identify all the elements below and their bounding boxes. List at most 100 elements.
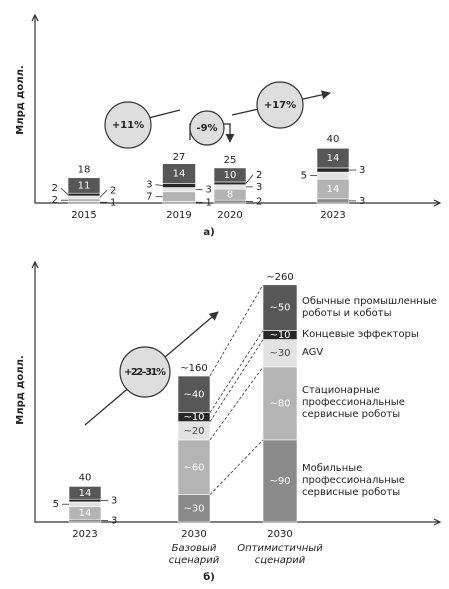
- bar-segment: [262, 366, 298, 441]
- bar-segment: [67, 177, 101, 194]
- bar-segment: [262, 439, 298, 523]
- value-label: ~30: [269, 348, 290, 359]
- bar-segment: [67, 192, 101, 197]
- total-label: 18: [78, 165, 91, 176]
- bar-segment: [177, 375, 211, 413]
- bar-segment: [213, 184, 247, 190]
- bar-segment: [68, 501, 102, 507]
- value-label: 1: [206, 197, 212, 208]
- leader-line: [155, 184, 163, 186]
- legend-label: AGV: [302, 347, 324, 359]
- x-tick-label: 2015: [71, 210, 96, 221]
- legend-label: Стационарные профессиональные сервисные …: [302, 385, 405, 421]
- value-label: ~10: [183, 412, 204, 423]
- y-axis-label: Млрд долл.: [15, 65, 26, 134]
- bar-segment: [68, 498, 102, 503]
- growth-label: -9%: [196, 123, 217, 134]
- bar-segment: [68, 518, 102, 523]
- bar-segment: [162, 187, 196, 193]
- value-label: 2: [256, 197, 262, 208]
- x-tick-label: 2023: [320, 210, 345, 221]
- value-label: 3: [256, 182, 262, 193]
- bar-segment: [67, 198, 101, 202]
- value-label: ~90: [269, 476, 290, 487]
- axis-arrow: [31, 260, 39, 269]
- value-label: 3: [206, 185, 212, 196]
- axis: [34, 15, 440, 204]
- value-label: 11: [78, 180, 91, 191]
- value-label: 3: [359, 165, 365, 176]
- legend-label: Обычные промышленные роботы и коботы: [302, 295, 437, 319]
- axis: [34, 262, 440, 523]
- bar-segment: [316, 147, 350, 169]
- x-axis-label: а): [203, 227, 214, 238]
- growth-circle: [104, 101, 152, 149]
- bar-segment: [316, 167, 350, 173]
- axis-arrow: [433, 518, 442, 526]
- value-label: 8: [227, 190, 233, 201]
- bar-segment: [213, 199, 247, 204]
- axis-arrow: [31, 13, 39, 22]
- bar-segment: [67, 195, 101, 200]
- x-tick-label: 2020: [217, 210, 242, 221]
- value-label: 2: [110, 185, 116, 196]
- growth-circle: [119, 346, 171, 398]
- x-tick-label: 2023: [72, 529, 97, 540]
- value-label: 3: [111, 516, 117, 527]
- value-label: 14: [79, 488, 92, 499]
- leader-line: [245, 174, 254, 184]
- x-tick-label: 2030: [267, 529, 292, 540]
- growth-label: +22–31%: [124, 367, 166, 378]
- x-tick-label: 2030: [181, 529, 206, 540]
- value-label: ~40: [183, 389, 204, 400]
- value-label: 1: [110, 197, 116, 208]
- growth-label: +11%: [112, 120, 144, 131]
- y-axis-label: Млрд долл.: [15, 355, 26, 424]
- x-sub-label: Базовый сценарий: [168, 543, 220, 566]
- total-label: ~160: [180, 363, 207, 374]
- bar-segment: [213, 167, 247, 183]
- x-tick-label: 2019: [166, 210, 191, 221]
- total-label: 25: [224, 155, 237, 166]
- value-label: 3: [111, 496, 117, 507]
- bar-segment: [68, 486, 102, 500]
- value-label: 3: [359, 196, 365, 207]
- value-label: 5: [301, 171, 307, 182]
- value-label: 14: [327, 184, 340, 195]
- growth-label: +17%: [264, 100, 296, 111]
- value-label: 14: [173, 169, 186, 180]
- growth-circle: [189, 110, 225, 146]
- bar-segment: [316, 198, 350, 204]
- value-label: 2: [52, 183, 58, 194]
- bar-segment: [316, 171, 350, 180]
- bar-segment: [177, 494, 211, 523]
- total-label: 27: [173, 152, 186, 163]
- bar-segment: [177, 439, 211, 495]
- value-label: 5: [53, 499, 59, 510]
- axis-arrow: [433, 199, 442, 207]
- connector: [209, 330, 264, 413]
- bar-segment: [162, 183, 196, 188]
- value-label: 14: [79, 508, 92, 519]
- total-label: 40: [79, 473, 92, 484]
- value-label: 14: [327, 153, 340, 164]
- bar-segment: [262, 339, 298, 368]
- connector: [209, 284, 264, 377]
- value-label: 10: [224, 170, 237, 181]
- bar-segment: [262, 284, 298, 331]
- bar-segment: [162, 191, 196, 202]
- legend-label: Концевые эффекторы: [302, 328, 419, 340]
- value-label: ~60: [183, 462, 204, 473]
- x-axis-label: б): [203, 571, 215, 583]
- bar-segment: [213, 181, 247, 186]
- value-label: ~10: [269, 330, 290, 341]
- x-sub-label: Оптимистичный сценарий: [237, 543, 323, 566]
- value-label: ~20: [183, 426, 204, 437]
- connector: [209, 439, 264, 495]
- value-label: 2: [256, 170, 262, 181]
- total-label: 40: [327, 134, 340, 145]
- connector: [209, 339, 264, 422]
- value-label: 3: [146, 180, 152, 191]
- value-label: 7: [146, 192, 152, 203]
